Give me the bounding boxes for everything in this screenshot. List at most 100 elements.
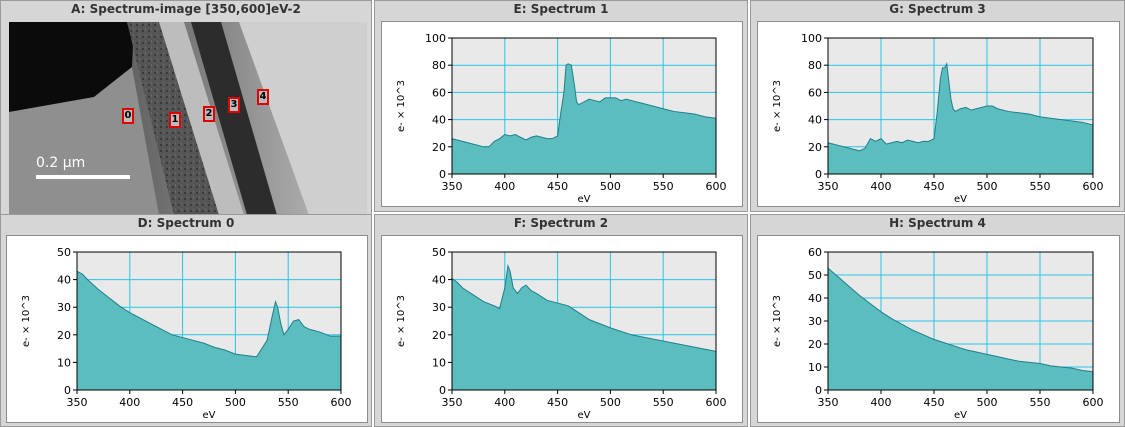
x-tick-label: 550 (1030, 180, 1051, 193)
plot-frame: 350 400 450 500 550 600 0 10 20 30 40 50 eV e- × 10^3 (6, 235, 368, 423)
y-tick-label: 40 (432, 114, 446, 127)
y-tick-label: 30 (808, 315, 822, 328)
x-tick-label: 400 (494, 180, 515, 193)
x-tick-label: 350 (818, 396, 839, 409)
bright-region (239, 22, 367, 215)
spectrum-panel-h: H: Spectrum 4 350 400 450 500 550 600 0 10 20 30 4… (750, 214, 1125, 427)
panel-title: E: Spectrum 1 (513, 2, 609, 16)
y-tick-label: 10 (432, 356, 446, 369)
x-axis-label: eV (954, 410, 967, 421)
spectrum-area (452, 265, 716, 390)
x-tick-label: 450 (547, 396, 568, 409)
y-tick-label: 20 (808, 141, 822, 154)
spectrum-line (827, 62, 1094, 152)
y-tick-label: 40 (432, 274, 446, 287)
marker-2[interactable]: 2 (203, 106, 215, 122)
x-axis-label: eV (203, 410, 216, 421)
marker-4[interactable]: 4 (257, 89, 269, 105)
y-tick-label: 0 (815, 384, 822, 397)
light-layer (159, 22, 244, 215)
y-tick-label: 40 (808, 292, 822, 305)
spectrum-chart-f[interactable]: 350 400 450 500 550 600 0 10 20 30 40 50 eV e- × 10^3 (382, 236, 742, 422)
spectrum-panel-d: D: Spectrum 0 350 400 450 500 550 600 0 10 20 30 4… (0, 214, 372, 427)
x-tick-label: 600 (706, 396, 727, 409)
x-tick-label: 400 (871, 396, 892, 409)
x-tick-label: 500 (600, 180, 621, 193)
x-tick-label: 600 (1083, 180, 1104, 193)
x-tick-label: 600 (331, 396, 352, 409)
x-tick-label: 450 (924, 180, 945, 193)
y-axis-label: e- × 10^3 (772, 80, 783, 132)
y-tick-label: 40 (808, 114, 822, 127)
x-tick-label: 450 (924, 396, 945, 409)
x-tick-label: 350 (442, 396, 463, 409)
axes-frame (76, 251, 342, 391)
y-tick-label: 20 (432, 141, 446, 154)
x-tick-label: 400 (119, 396, 140, 409)
panel-title: F: Spectrum 2 (513, 216, 609, 230)
x-axis-label: eV (954, 194, 967, 205)
x-axis-label: eV (578, 194, 591, 205)
panel-title: H: Spectrum 4 (889, 216, 986, 230)
axes-frame (451, 37, 717, 175)
y-tick-label: 0 (64, 384, 71, 397)
spectrum-chart-g[interactable]: 350 400 450 500 550 600 0 20 40 60 80 100 eV e- × 10^… (758, 22, 1119, 206)
x-tick-label: 550 (653, 396, 674, 409)
spectrum-line (76, 270, 341, 358)
spectrum-chart-h[interactable]: 350 400 450 500 550 600 0 10 20 30 40 50 60 eV e- × 10… (758, 236, 1119, 422)
scale-bar-label: 0.2 µm (36, 155, 86, 171)
y-axis-label: e- × 10^3 (21, 295, 32, 347)
x-tick-label: 350 (67, 396, 88, 409)
y-axis-label: e- × 10^3 (396, 80, 407, 132)
panel-title: G: Spectrum 3 (889, 2, 986, 16)
panel-title: A: Spectrum-image [350,600]eV-2 (71, 2, 301, 16)
marker-1[interactable]: 1 (169, 112, 181, 128)
y-tick-label: 0 (439, 168, 446, 181)
y-axis-label: e- × 10^3 (772, 295, 783, 347)
spectrum-panel-f: F: Spectrum 2 350 400 450 500 550 600 0 10 20 30 4… (374, 214, 748, 427)
spectrum-chart-d[interactable]: 350 400 450 500 550 600 0 10 20 30 40 50 eV e- × 10^3 (7, 236, 367, 422)
marker-label: 2 (205, 108, 213, 119)
spectrum-image-panel: A: Spectrum-image [350,600]eV-2 (0, 0, 372, 217)
y-tick-label: 60 (808, 86, 822, 99)
y-tick-label: 50 (432, 246, 446, 259)
axes-frame (827, 37, 1094, 175)
marker-0[interactable]: 0 (122, 108, 134, 124)
y-tick-label: 40 (57, 274, 71, 287)
plot-frame: 350 400 450 500 550 600 0 20 40 60 80 100 eV e- × 10^… (381, 21, 743, 207)
y-tick-label: 20 (808, 338, 822, 351)
spectrum-image[interactable]: 0 1 2 3 4 0.2 µm (9, 22, 367, 215)
spectrum-chart-e[interactable]: 350 400 450 500 550 600 0 20 40 60 80 100 eV e- × 10^… (382, 22, 742, 206)
x-tick-label: 500 (977, 396, 998, 409)
axes-frame (451, 251, 717, 391)
x-tick-label: 400 (871, 180, 892, 193)
marker-label: 1 (171, 114, 179, 125)
plot-frame: 350 400 450 500 550 600 0 10 20 30 40 50 60 eV e- × 10… (757, 235, 1120, 423)
plot-frame: 350 400 450 500 550 600 0 10 20 30 40 50 eV e- × 10^3 (381, 235, 743, 423)
x-tick-label: 550 (653, 180, 674, 193)
spectrum-panel-e: E: Spectrum 1 350 400 450 500 550 600 0 20 40 60 8… (374, 0, 748, 212)
x-axis-label: eV (578, 410, 591, 421)
spectrum-area (77, 271, 341, 390)
dark-region (9, 22, 134, 112)
plot-frame: 350 400 450 500 550 600 0 20 40 60 80 100 eV e- × 10^… (757, 21, 1120, 207)
panel-title: D: Spectrum 0 (137, 216, 235, 230)
x-tick-label: 450 (172, 396, 193, 409)
y-tick-label: 80 (432, 59, 446, 72)
x-tick-label: 400 (494, 396, 515, 409)
spectrum-area (452, 63, 716, 175)
x-tick-label: 450 (547, 180, 568, 193)
marker-3[interactable]: 3 (228, 97, 240, 113)
x-tick-label: 550 (278, 396, 299, 409)
y-tick-label: 60 (808, 246, 822, 259)
x-tick-label: 550 (1030, 396, 1051, 409)
y-tick-label: 80 (808, 59, 822, 72)
y-tick-label: 100 (801, 32, 822, 45)
scale-bar (36, 175, 130, 179)
spectrum-area (828, 63, 1093, 175)
y-tick-label: 0 (815, 168, 822, 181)
y-tick-label: 20 (57, 329, 71, 342)
spectrum-area (828, 268, 1093, 390)
y-tick-label: 10 (808, 361, 822, 374)
y-tick-label: 0 (439, 384, 446, 397)
